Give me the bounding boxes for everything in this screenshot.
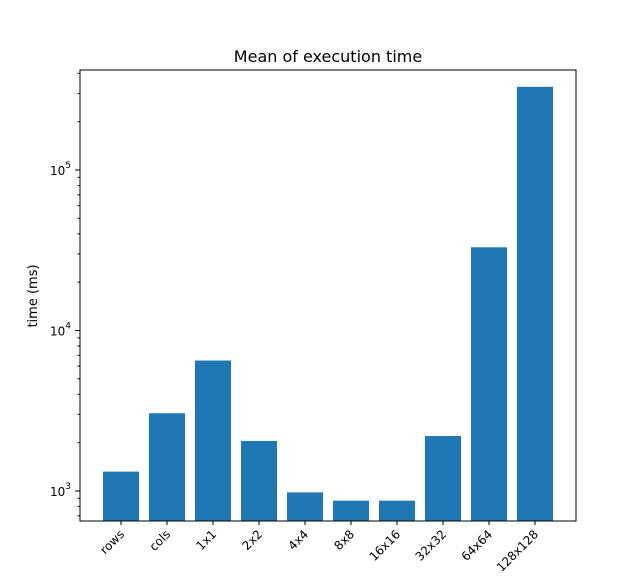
bar-32x32 — [425, 436, 461, 521]
x-tick-label: 2x2 — [239, 527, 265, 553]
x-tick-label: 64x64 — [459, 527, 496, 564]
plot-frame — [79, 69, 577, 522]
x-tick-label: 128x128 — [494, 527, 541, 574]
y-major-ticks: 103 104 105 — [50, 161, 80, 499]
x-tick-label: cols — [147, 527, 174, 554]
bars-group — [103, 86, 553, 521]
y-tick-label: 105 — [50, 161, 71, 178]
chart-title: Mean of execution time — [234, 47, 422, 66]
bar-cols — [149, 413, 185, 521]
bar-128x128 — [517, 86, 553, 521]
x-tick-label: 4x4 — [285, 527, 311, 553]
bar-1x1 — [195, 360, 231, 521]
bar-8x8 — [333, 500, 369, 521]
x-tick-label: rows — [97, 527, 127, 557]
y-axis-label: time (ms) — [26, 264, 41, 327]
y-tick-label: 103 — [50, 482, 71, 499]
x-tick-label: 8x8 — [331, 527, 357, 553]
bar-4x4 — [287, 492, 323, 521]
y-tick-label: 104 — [50, 321, 71, 338]
bar-64x64 — [471, 247, 507, 521]
x-ticks: rows cols 1x1 2x2 4x4 8x8 16x16 32x32 64x64128x1… — [97, 521, 541, 575]
bar-2x2 — [241, 440, 277, 521]
bar-16x16 — [379, 500, 415, 521]
x-tick-label: 32x32 — [413, 527, 450, 564]
bar-rows — [103, 471, 139, 521]
x-tick-label: 16x16 — [367, 527, 404, 564]
x-tick-label: 1x1 — [193, 527, 219, 553]
